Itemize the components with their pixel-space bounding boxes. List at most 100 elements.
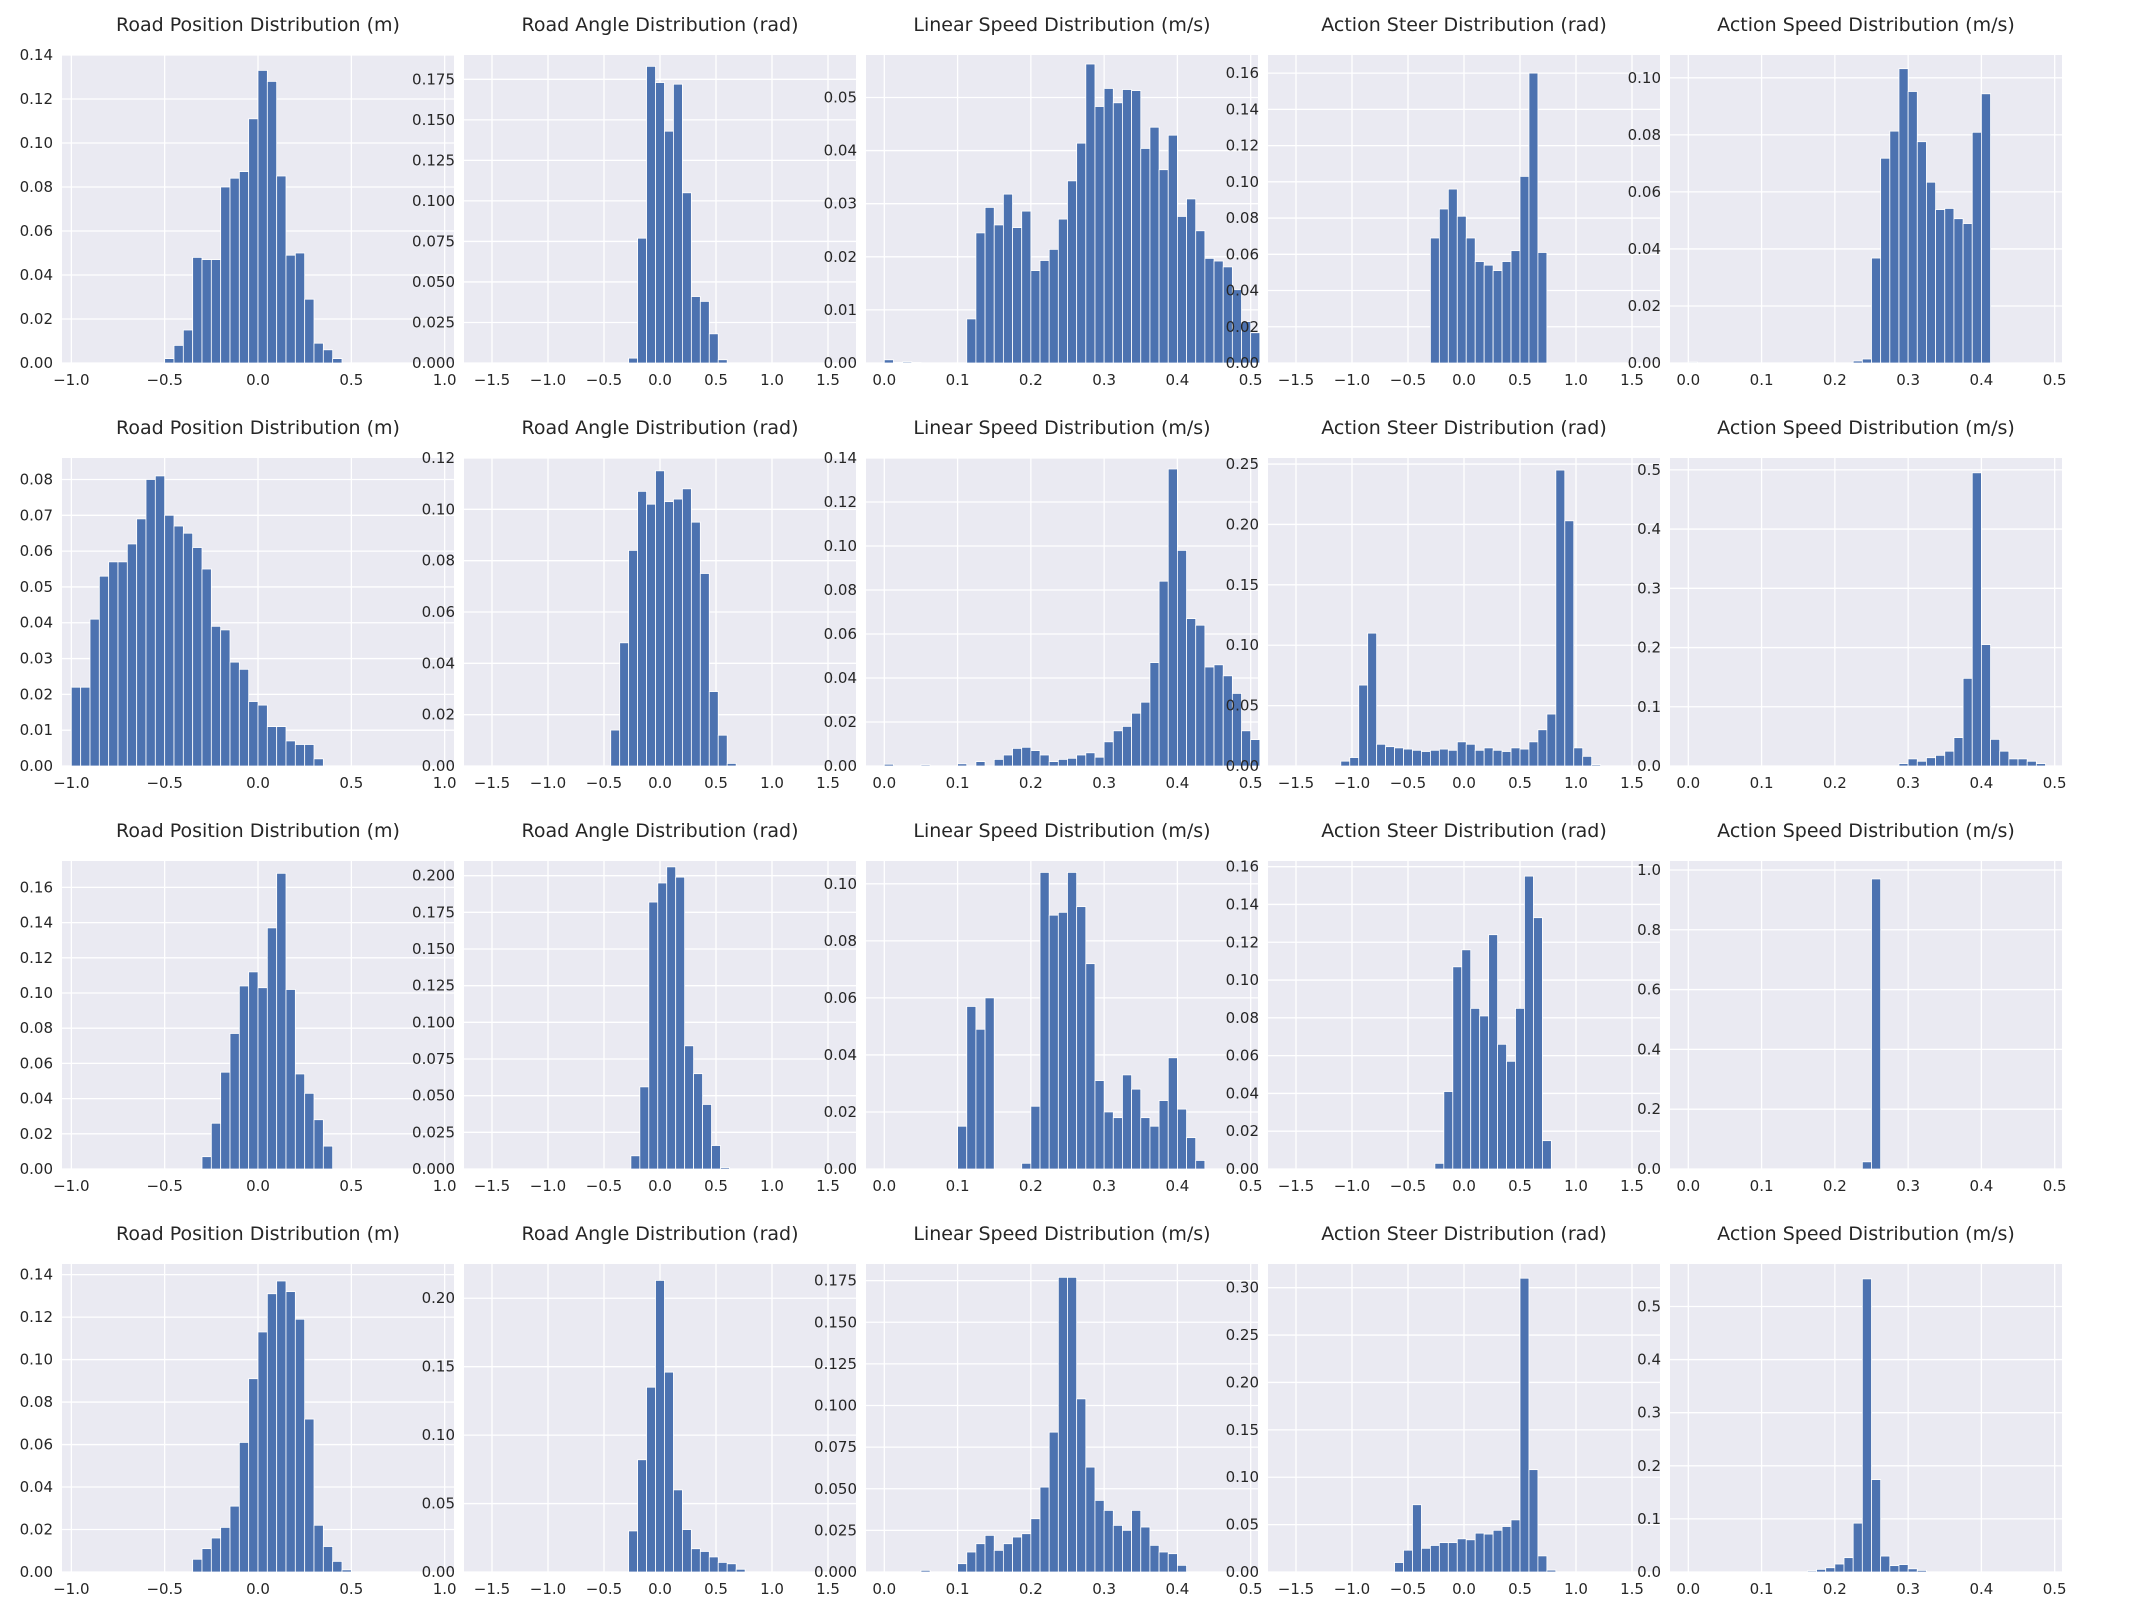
y-tick-label: 0.05 (1226, 697, 1259, 715)
y-tick-label: 0.025 (814, 1521, 857, 1539)
y-tick-label: 0.10 (824, 875, 857, 893)
y-tick-label: 0.075 (412, 1050, 455, 1068)
histogram-bar (220, 186, 231, 364)
histogram-bar (1403, 748, 1413, 767)
histogram-bar (1492, 749, 1503, 767)
histogram-bar (322, 1546, 334, 1573)
histogram-bar (164, 358, 175, 364)
histogram-bar (1149, 126, 1160, 364)
histogram-bar (201, 259, 212, 364)
histogram-bar (332, 1560, 343, 1573)
histogram-panel-r2c2: −1.5 −1.0 −0.5 0.0 0.5 1.0 1.50.000.020.040.06… (422, 417, 856, 792)
histogram-bar (1907, 91, 1918, 364)
x-tick-label: 0.0 (1452, 1177, 1476, 1195)
histogram-bar (1465, 237, 1476, 364)
histogram-bar (238, 1442, 250, 1573)
x-tick-label: 1.0 (433, 774, 457, 792)
x-tick-label: 0.5 (2043, 1177, 2067, 1195)
y-tick-label: 0.14 (20, 46, 53, 64)
histogram-bar (1376, 743, 1387, 767)
histogram-bar (322, 349, 334, 364)
x-tick-label: 0.0 (872, 371, 896, 389)
histogram-bar (248, 701, 259, 767)
histogram-bar (192, 1558, 203, 1573)
histogram-bar (1962, 677, 1973, 767)
x-tick-label: 0.2 (1019, 1177, 1043, 1195)
y-tick-label: 0.125 (412, 977, 455, 995)
x-tick-label: 0.0 (648, 1177, 672, 1195)
histogram-bar (1057, 218, 1068, 364)
histogram-bar (1140, 148, 1151, 364)
histogram-bar (1048, 761, 1059, 767)
y-tick-label: 0.4 (1637, 1040, 1661, 1058)
histogram-panel-r1c2: −1.5 −1.0 −0.5 0.0 0.5 1.0 1.5 0.000 0.025 0.050 0… (412, 14, 856, 389)
histogram-panel-r4c4: −1.5 −1.0 −0.5 0.0 0.5 1.0 1.5 0.00 0.05 0.10 0.15… (1226, 1223, 1660, 1598)
histogram-bar (1528, 1469, 1539, 1573)
panel-title: Action Speed Distribution (m/s) (1717, 417, 2015, 439)
y-tick-label: 0.5 (1637, 461, 1661, 479)
y-tick-label: 0.025 (412, 313, 455, 331)
x-tick-label: 0.1 (1750, 1177, 1774, 1195)
histogram-bar (2035, 763, 2046, 767)
y-tick-label: 0.150 (412, 940, 455, 958)
x-tick-label: 1.0 (760, 1580, 784, 1598)
y-tick-label: 0.02 (20, 1125, 53, 1143)
y-tick-label: 0.5 (1637, 1297, 1661, 1315)
x-tick-label: 0.4 (1165, 371, 1189, 389)
y-tick-label: 0.20 (1226, 515, 1259, 533)
histogram-bar (911, 362, 922, 364)
x-tick-label: 0.4 (1969, 774, 1993, 792)
histogram-bar (1483, 1533, 1494, 1573)
histogram-bar (1537, 729, 1548, 767)
histogram-bar (1506, 1060, 1516, 1170)
histogram-bar (1916, 141, 1927, 364)
histogram-bar (1861, 1161, 1872, 1170)
x-tick-label: 0.5 (1508, 1177, 1532, 1195)
histogram-bar (1030, 270, 1041, 364)
histogram-bar (1131, 90, 1142, 364)
histogram-bar (1806, 1570, 1817, 1573)
histogram-bar (1546, 1569, 1557, 1573)
histogram-bar (294, 1318, 306, 1573)
y-tick-label: 0.08 (20, 1019, 53, 1037)
histogram-bar (2026, 760, 2037, 767)
x-tick-label: 0.0 (648, 1580, 672, 1598)
histogram-bar (1871, 1479, 1882, 1573)
histogram-bar (1479, 1015, 1490, 1170)
y-tick-label: 0.15 (422, 1358, 455, 1376)
y-tick-label: 0.025 (412, 1123, 455, 1141)
x-tick-label: 1.0 (760, 1177, 784, 1195)
x-tick-label: −0.5 (1390, 1177, 1426, 1195)
histogram-bar (1085, 63, 1096, 364)
histogram-bar (1167, 1057, 1178, 1170)
histogram-bar (1002, 193, 1013, 364)
x-tick-label: 0.1 (1750, 774, 1774, 792)
histogram-bar (1542, 1140, 1552, 1170)
histogram-bar (1935, 209, 1946, 364)
histogram-bar (1981, 644, 1991, 767)
y-tick-label: 0.10 (422, 1426, 455, 1444)
x-tick-label: 0.2 (1019, 1580, 1043, 1598)
histogram-bar (1385, 746, 1395, 767)
x-tick-label: 0.3 (1896, 1580, 1920, 1598)
y-tick-label: 0.05 (20, 578, 53, 596)
y-tick-label: 0.00 (824, 1160, 857, 1178)
histogram-bar (1861, 1278, 1872, 1573)
histogram-bar (313, 758, 324, 767)
histogram-bar (173, 344, 184, 364)
y-tick-label: 0.10 (1226, 1468, 1259, 1486)
x-tick-label: 0.0 (246, 1580, 270, 1598)
panel-title: Action Speed Distribution (m/s) (1717, 14, 2015, 36)
x-tick-label: −1.0 (530, 774, 566, 792)
histogram-bar (1103, 88, 1114, 364)
y-tick-label: 0.10 (20, 984, 53, 1002)
histogram-bar (1213, 260, 1224, 364)
x-tick-label: −1.5 (1278, 1580, 1314, 1598)
y-tick-label: 0.3 (1637, 1404, 1661, 1422)
histogram-bar (1898, 68, 1909, 364)
histogram-bar (1488, 934, 1499, 1170)
histogram-bar (975, 1543, 986, 1573)
histogram-bar (957, 1563, 968, 1573)
x-tick-label: 0.1 (946, 371, 970, 389)
y-tick-label: 0.02 (20, 1521, 53, 1539)
